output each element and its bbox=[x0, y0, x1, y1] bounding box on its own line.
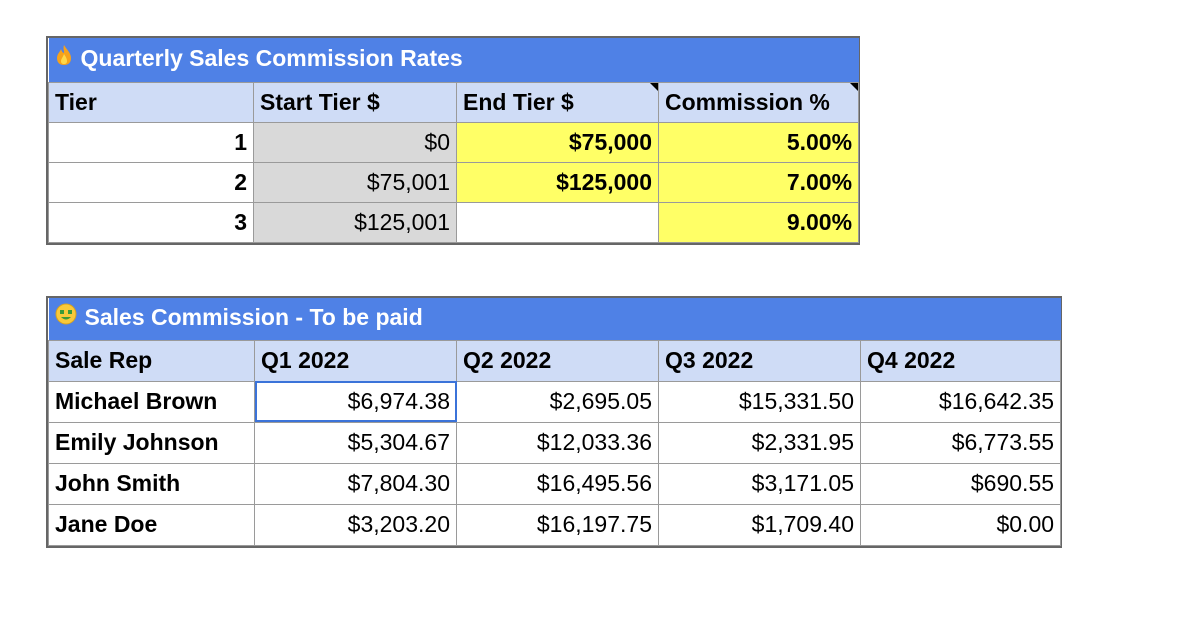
start-tier-cell[interactable]: $125,001 bbox=[253, 201, 457, 243]
end-tier-cell[interactable]: $75,000 bbox=[456, 121, 659, 163]
end-tier-cell[interactable] bbox=[456, 201, 659, 243]
commission-pct-cell[interactable]: 5.00% bbox=[657, 121, 860, 163]
commission-payout-table: Sales Commission - To be paid Sale Rep Q… bbox=[46, 296, 1062, 548]
table-row: 1 $0 $75,000 5.00% bbox=[48, 121, 860, 163]
start-tier-cell[interactable]: $75,001 bbox=[253, 161, 457, 203]
tier-cell[interactable]: 3 bbox=[48, 201, 254, 243]
rates-title: Quarterly Sales Commission Rates bbox=[80, 45, 463, 72]
commission-title-cell[interactable]: Sales Commission - To be paid bbox=[48, 298, 1061, 341]
q4-cell[interactable]: $16,642.35 bbox=[859, 380, 1062, 423]
tier-cell[interactable]: 1 bbox=[48, 121, 254, 163]
end-tier-cell[interactable]: $125,000 bbox=[456, 161, 659, 203]
table-row: John Smith $7,804.30 $16,495.56 $3,171.0… bbox=[48, 462, 1062, 505]
q3-cell[interactable]: $1,709.40 bbox=[658, 503, 861, 546]
header-q3[interactable]: Q3 2022 bbox=[658, 339, 861, 382]
table-row: Emily Johnson $5,304.67 $12,033.36 $2,33… bbox=[48, 421, 1062, 464]
header-q2[interactable]: Q2 2022 bbox=[456, 339, 659, 382]
table-row: 2 $75,001 $125,000 7.00% bbox=[48, 161, 860, 203]
header-sale-rep[interactable]: Sale Rep bbox=[48, 339, 255, 382]
money-mouth-face-icon bbox=[55, 303, 77, 331]
header-start-tier[interactable]: Start Tier $ bbox=[253, 81, 457, 123]
q3-cell[interactable]: $15,331.50 bbox=[658, 380, 861, 423]
header-q1[interactable]: Q1 2022 bbox=[254, 339, 457, 382]
sale-rep-cell[interactable]: Jane Doe bbox=[48, 503, 255, 546]
q1-cell[interactable]: $5,304.67 bbox=[254, 421, 457, 464]
rates-title-cell[interactable]: Quarterly Sales Commission Rates bbox=[48, 38, 859, 83]
sale-rep-cell[interactable]: Emily Johnson bbox=[48, 421, 255, 464]
q2-cell[interactable]: $12,033.36 bbox=[456, 421, 659, 464]
q1-cell[interactable]: $3,203.20 bbox=[254, 503, 457, 546]
sale-rep-cell[interactable]: John Smith bbox=[48, 462, 255, 505]
fire-icon bbox=[55, 44, 73, 72]
q1-cell[interactable]: $7,804.30 bbox=[254, 462, 457, 505]
commission-pct-cell[interactable]: 7.00% bbox=[657, 161, 860, 203]
table-row: Jane Doe $3,203.20 $16,197.75 $1,709.40 … bbox=[48, 503, 1062, 546]
tier-cell[interactable]: 2 bbox=[48, 161, 254, 203]
q4-cell[interactable]: $0.00 bbox=[859, 503, 1062, 546]
table-row: Michael Brown $6,974.38 $2,695.05 $15,33… bbox=[48, 380, 1062, 423]
start-tier-cell[interactable]: $0 bbox=[253, 121, 457, 163]
q3-cell[interactable]: $2,331.95 bbox=[658, 421, 861, 464]
commission-title: Sales Commission - To be paid bbox=[84, 304, 423, 331]
q2-cell[interactable]: $16,495.56 bbox=[456, 462, 659, 505]
table-row: 3 $125,001 9.00% bbox=[48, 201, 860, 243]
header-commission-pct[interactable]: Commission % bbox=[657, 81, 860, 123]
q1-cell[interactable]: $6,974.38 bbox=[254, 380, 457, 423]
header-end-tier[interactable]: End Tier $ bbox=[456, 81, 659, 123]
commission-rates-table: Quarterly Sales Commission Rates Tier St… bbox=[46, 36, 860, 245]
sale-rep-cell[interactable]: Michael Brown bbox=[48, 380, 255, 423]
header-q4[interactable]: Q4 2022 bbox=[859, 339, 1062, 382]
q2-cell[interactable]: $16,197.75 bbox=[456, 503, 659, 546]
q3-cell[interactable]: $3,171.05 bbox=[658, 462, 861, 505]
q4-cell[interactable]: $690.55 bbox=[859, 462, 1062, 505]
header-tier[interactable]: Tier bbox=[48, 81, 254, 123]
q2-cell[interactable]: $2,695.05 bbox=[456, 380, 659, 423]
q4-cell[interactable]: $6,773.55 bbox=[859, 421, 1062, 464]
commission-pct-cell[interactable]: 9.00% bbox=[657, 201, 860, 243]
